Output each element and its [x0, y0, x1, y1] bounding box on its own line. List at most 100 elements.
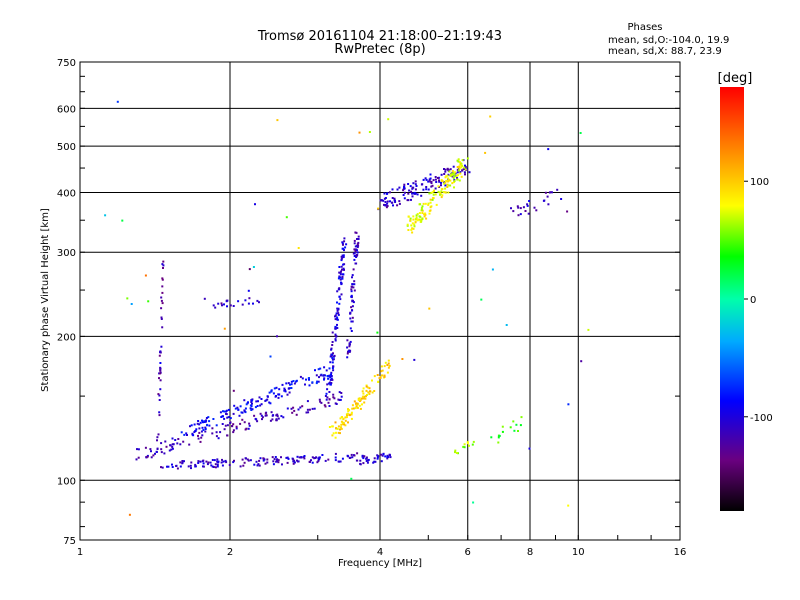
data-point	[171, 445, 174, 448]
data-point	[442, 191, 445, 194]
data-point	[402, 194, 405, 196]
data-point	[271, 456, 274, 459]
data-point	[232, 423, 235, 426]
data-point	[217, 437, 220, 440]
data-point	[362, 462, 365, 465]
data-point	[424, 202, 427, 205]
data-point	[334, 452, 337, 455]
data-point	[290, 383, 293, 386]
data-point	[411, 222, 414, 225]
data-point	[373, 390, 376, 392]
data-point	[365, 457, 368, 460]
data-point	[394, 201, 397, 203]
data-point	[427, 188, 430, 191]
data-point	[221, 415, 224, 418]
data-point	[462, 168, 465, 171]
data-point	[449, 174, 452, 177]
data-point	[535, 209, 538, 212]
data-point	[225, 461, 228, 464]
data-point	[466, 441, 469, 444]
data-point	[290, 380, 293, 383]
data-point	[363, 395, 366, 398]
data-point	[213, 459, 216, 462]
data-point	[468, 171, 471, 174]
data-point	[459, 163, 462, 166]
data-point	[501, 430, 504, 433]
data-point	[340, 427, 343, 430]
data-point	[334, 325, 337, 328]
data-point	[350, 453, 353, 456]
x-tick-label: 8	[527, 547, 533, 558]
data-point	[311, 456, 314, 459]
data-point	[443, 173, 446, 175]
data-point	[387, 359, 390, 362]
data-point	[308, 377, 310, 380]
data-point	[353, 454, 356, 457]
data-point	[361, 454, 364, 457]
data-point	[248, 268, 251, 271]
data-point	[580, 360, 583, 363]
data-point	[349, 340, 352, 343]
data-point	[162, 264, 165, 267]
data-point	[406, 224, 409, 227]
data-point	[293, 461, 296, 464]
data-point	[247, 302, 250, 305]
data-point	[348, 343, 351, 346]
data-point	[280, 456, 282, 459]
data-point	[524, 210, 527, 212]
data-point	[380, 453, 383, 456]
data-point	[331, 378, 334, 381]
data-point	[453, 186, 455, 189]
data-point	[202, 429, 205, 431]
data-point	[326, 375, 329, 377]
data-point	[461, 164, 464, 167]
data-point	[371, 379, 373, 382]
data-point	[318, 376, 320, 379]
data-point	[329, 381, 331, 384]
data-point	[276, 415, 279, 418]
data-point	[227, 416, 230, 419]
data-point	[402, 187, 405, 190]
data-point	[275, 386, 278, 389]
data-point	[311, 381, 314, 384]
data-point	[253, 414, 256, 417]
data-point	[197, 460, 200, 463]
data-point	[263, 458, 266, 461]
data-point	[277, 393, 280, 396]
data-point	[247, 427, 250, 430]
data-point	[350, 285, 353, 288]
data-point	[298, 456, 301, 459]
data-point	[221, 304, 223, 307]
data-point	[196, 422, 199, 425]
data-point	[160, 307, 163, 310]
data-point	[203, 297, 206, 300]
data-point	[319, 400, 322, 403]
data-point	[296, 455, 299, 458]
data-point	[261, 416, 264, 419]
data-point	[341, 256, 344, 259]
data-point	[388, 453, 391, 456]
data-point	[343, 249, 345, 252]
data-point	[284, 389, 286, 391]
data-point	[432, 197, 435, 199]
data-point	[353, 242, 356, 245]
data-point	[264, 462, 267, 465]
data-point	[190, 424, 193, 427]
data-point	[159, 362, 162, 364]
data-point	[362, 387, 365, 390]
data-point	[334, 402, 337, 405]
data-point	[253, 463, 256, 466]
data-point	[347, 350, 350, 353]
data-point	[412, 227, 415, 230]
data-point	[342, 256, 345, 258]
data-point	[376, 456, 379, 459]
data-point	[228, 464, 231, 466]
data-point	[221, 458, 223, 461]
data-point	[197, 437, 200, 440]
data-point	[193, 431, 196, 433]
data-point	[452, 177, 455, 180]
data-point	[429, 201, 432, 204]
data-point	[353, 283, 356, 286]
data-point	[300, 456, 303, 459]
data-point	[430, 185, 433, 188]
